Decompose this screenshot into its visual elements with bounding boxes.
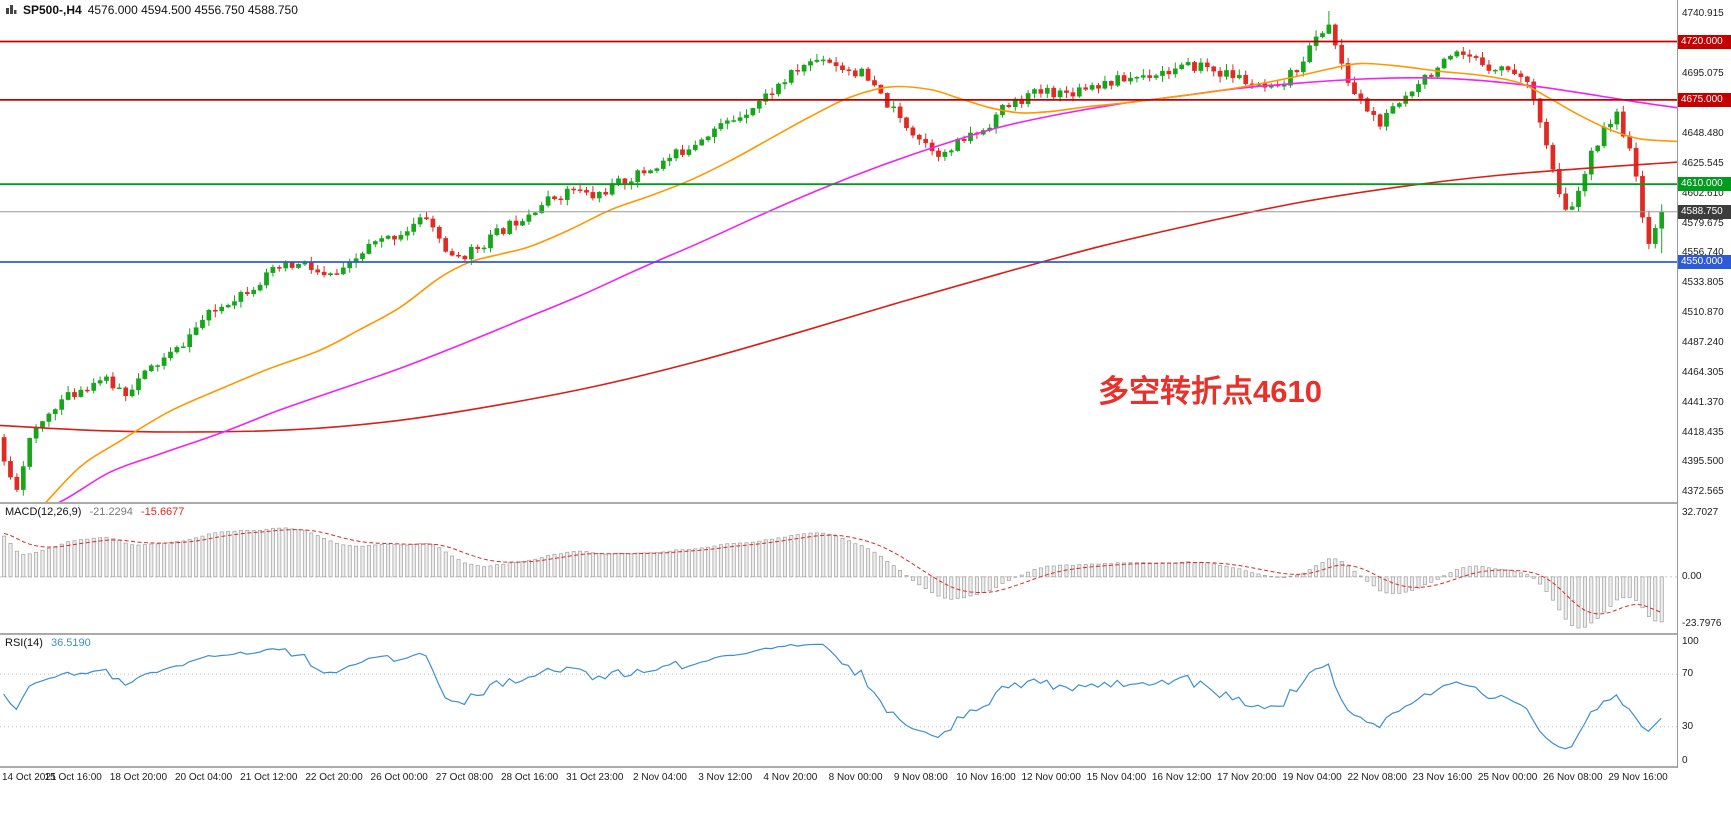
time-tick-label: 4 Nov 20:00 (763, 772, 818, 783)
ma-mid-line (58, 76, 1677, 502)
price-tick-label: 4418.435 (1682, 426, 1724, 438)
price-tick-label: 4510.870 (1682, 306, 1724, 318)
time-tick-label: 14 Oct 2021 (2, 772, 57, 783)
price-tick-label: 4579.675 (1682, 217, 1724, 229)
price-tick-label: 4464.305 (1682, 367, 1724, 379)
macd-axis-zero: 0.00 (1682, 570, 1702, 582)
price-tick-label: 4556.740 (1682, 247, 1724, 259)
time-axis[interactable]: 14 Oct 2021 15 Oct 16:00 18 Oct 20:00 20 Oc… (0, 768, 1731, 790)
time-tick-label: 3 Nov 12:00 (698, 772, 753, 783)
time-tick-label: 8 Nov 00:00 (828, 772, 883, 783)
level-price-badge: 4550.000 (1678, 255, 1731, 270)
macd-label: MACD(12,26,9) (5, 506, 82, 518)
time-tick-label: 29 Nov 16:00 (1608, 772, 1668, 783)
macd-signal-line (3, 529, 1662, 615)
price-tick-label: 4602.610 (1682, 187, 1724, 199)
time-tick-label: 20 Oct 04:00 (174, 772, 233, 783)
macd-header: MACD(12,26,9) -21.2294 -15.6677 (5, 506, 189, 518)
panel-resize-divider[interactable] (0, 766, 1731, 768)
level-price-badge: 4610.000 (1678, 177, 1731, 192)
candles-group (1, 11, 1665, 496)
time-tick-label: 28 Oct 16:00 (500, 772, 559, 783)
rsi-axis-label: 100 (1682, 636, 1699, 647)
time-tick-label: 23 Nov 16:00 (1412, 772, 1473, 783)
price-tick-label: 4487.240 (1682, 337, 1724, 349)
price-tick-label: 4695.075 (1682, 67, 1724, 79)
ma-fast-line (45, 62, 1677, 502)
time-tick-label: 25 Nov 00:00 (1477, 772, 1538, 783)
time-tick-label: 17 Nov 20:00 (1217, 772, 1277, 783)
ma-slow-line (0, 161, 1677, 433)
time-tick-label: 21 Oct 12:00 (240, 772, 298, 783)
rsi-axis-label: 0 (1682, 755, 1688, 766)
time-tick-label: 27 Oct 08:00 (435, 772, 494, 783)
price-annotation-text: 多空转折点4610 (1098, 374, 1322, 409)
time-tick-label: 15 Nov 04:00 (1086, 772, 1147, 783)
rsi-line (3, 643, 1662, 750)
time-tick-label: 18 Oct 20:00 (109, 772, 168, 783)
time-tick-label: 31 Oct 23:00 (566, 772, 624, 783)
time-tick-label: 19 Nov 04:00 (1282, 772, 1342, 783)
level-price-badge: 4675.000 (1678, 92, 1731, 107)
time-tick-label: 22 Nov 08:00 (1347, 772, 1407, 783)
rsi-value: 36.5190 (50, 637, 91, 649)
price-tick-label: 4648.480 (1682, 128, 1724, 140)
rsi-label: RSI(14) (5, 637, 43, 649)
price-tick-label: 4372.565 (1682, 486, 1724, 498)
macd-main-value: -21.2294 (89, 506, 133, 518)
time-tick-label: 26 Nov 08:00 (1543, 772, 1603, 783)
ohlc-readout: 4576.000 4594.500 4556.750 4588.750 (87, 3, 298, 17)
time-tick-label: 10 Nov 16:00 (956, 772, 1016, 783)
price-tick-label: 4625.545 (1682, 158, 1724, 170)
price-tick-label: 4533.805 (1682, 277, 1724, 289)
rsi-axis-label: 30 (1682, 720, 1694, 732)
price-axis[interactable]: 4740.9154695.0754672.1104648.4804625.545… (1677, 0, 1731, 768)
rsi-panel-canvas[interactable] (0, 635, 1677, 766)
chart-symbol-icon (6, 5, 17, 14)
time-tick-label: 22 Oct 20:00 (305, 772, 363, 783)
rsi-axis-label: 70 (1682, 668, 1694, 680)
macd-axis-min: -23.7976 (1682, 618, 1722, 629)
time-tick-label: 16 Nov 12:00 (1151, 772, 1212, 783)
chart-title: SP500-,H4 4576.000 4594.500 4556.750 458… (5, 3, 298, 17)
time-tick-label: 26 Oct 00:00 (370, 772, 428, 783)
macd-signal-value: -15.6677 (140, 506, 185, 518)
symbol-timeframe-label: SP500-,H4 (23, 3, 82, 17)
price-tick-label: 4740.915 (1682, 8, 1724, 20)
macd-panel-canvas[interactable] (0, 504, 1677, 633)
panel-resize-divider[interactable] (0, 502, 1731, 504)
macd-axis-max: 32.7027 (1682, 507, 1719, 518)
level-price-badge: 4720.000 (1678, 34, 1731, 49)
current-price-badge: 4588.750 (1678, 204, 1731, 219)
time-tick-label: 12 Nov 00:00 (1021, 772, 1081, 783)
time-tick-label: 2 Nov 04:00 (633, 772, 687, 783)
macd-histogram (2, 527, 1664, 629)
main-chart-canvas[interactable] (0, 0, 1677, 502)
price-tick-label: 4441.370 (1682, 396, 1724, 408)
time-tick-label: 15 Oct 16:00 (44, 772, 102, 783)
rsi-header: RSI(14) 36.5190 (5, 637, 96, 649)
panel-resize-divider[interactable] (0, 633, 1731, 635)
time-tick-label: 9 Nov 08:00 (893, 772, 948, 783)
price-tick-label: 4395.500 (1682, 456, 1724, 468)
